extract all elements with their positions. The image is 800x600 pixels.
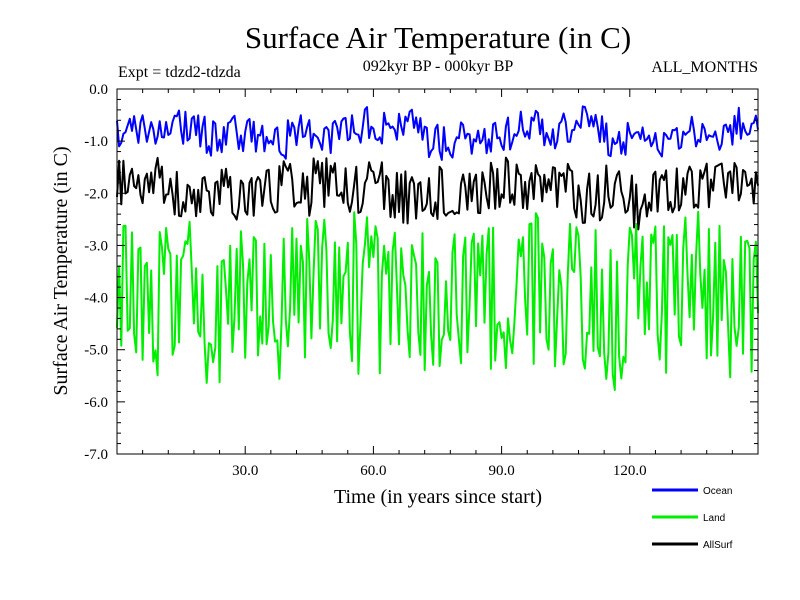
y-tick-label: -2.0 [84,186,108,202]
y-tick-label: -3.0 [84,238,108,254]
legend-label-ocean: Ocean [703,486,732,497]
x-tick-label: 60.0 [360,463,386,479]
x-tick-label: 90.0 [488,463,514,479]
series-line-land [116,210,759,391]
y-tick-label: -5.0 [84,343,108,359]
experiment-label: Expt = tdzd2-tdzda [118,64,241,81]
series-line-allsurf [116,156,759,231]
y-tick-label: 0.0 [89,82,108,98]
y-tick-label: -6.0 [84,395,108,411]
y-tick-label: -7.0 [84,447,108,463]
y-axis-label: Surface Air Temperature (in C) [50,146,72,395]
legend: Ocean Land AllSurf [652,486,733,551]
chart-title: Surface Air Temperature (in C) [245,20,631,55]
months-label: ALL_MONTHS [651,59,758,76]
x-axis-label: Time (in years since start) [334,486,542,508]
plot-frame [116,88,759,455]
y-tick-label: -1.0 [84,134,108,150]
y-tick-label: -4.0 [84,291,108,307]
legend-label-allsurf: AllSurf [703,540,733,551]
x-tick-label: 120.0 [613,463,647,479]
x-tick-label: 30.0 [232,463,258,479]
legend-label-land: Land [703,513,725,524]
series-line-ocean [116,105,759,161]
series-layer [116,105,759,391]
chart-subtitle: 092kyr BP - 000kyr BP [363,58,514,75]
axis-layer: 0.0 -1.0 -2.0 -3.0 -4.0 -5.0 -6.0 -7.0 30.0 60.0 9… [84,82,758,479]
